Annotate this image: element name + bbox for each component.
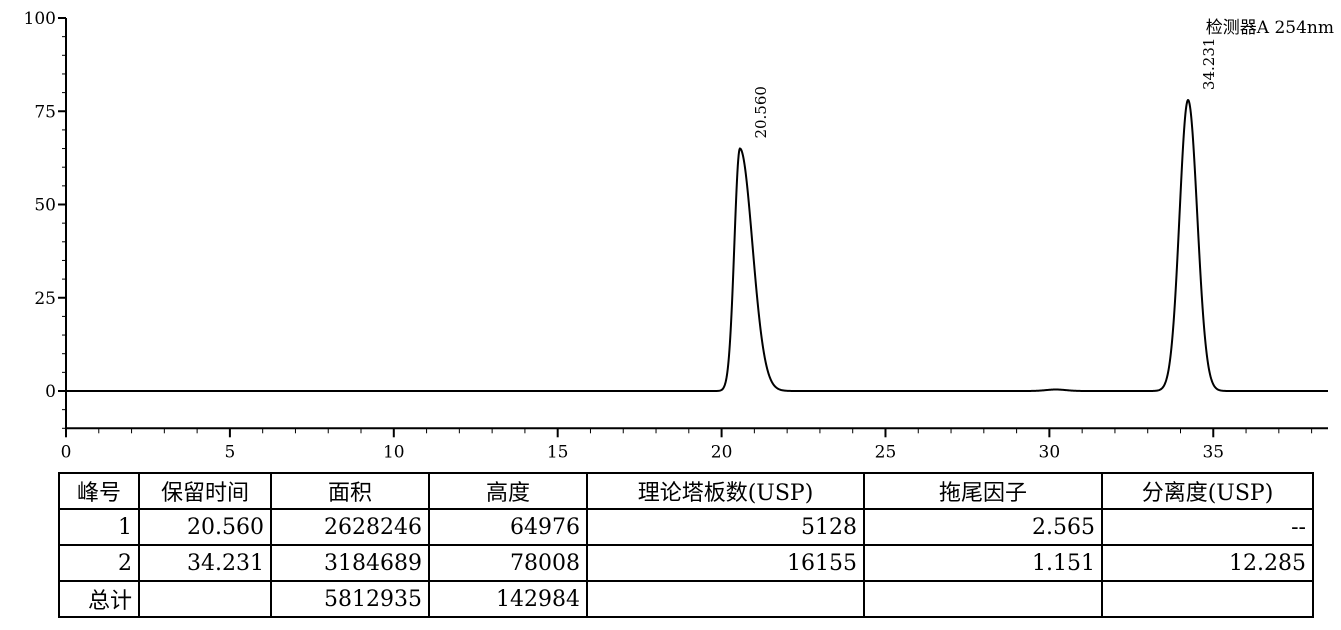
cell-total-height: 142984 [428, 580, 588, 618]
cell-tailing-factor: 2.565 [863, 508, 1103, 546]
x-tick-label: 5 [224, 442, 235, 462]
cell-height: 64976 [428, 508, 588, 546]
cell-theoretical-plates [586, 580, 865, 618]
y-tick-label: 25 [34, 289, 56, 309]
cell-resolution [1101, 580, 1314, 618]
peak-results-table: 峰号 保留时间 面积 高度 理论塔板数(USP) 拖尾因子 分离度(USP) 1… [58, 472, 1314, 618]
y-tick-label: 0 [45, 382, 56, 402]
y-tick-label: 50 [34, 196, 56, 216]
chromatogram-trace [66, 98, 1328, 392]
x-tick-label: 35 [1202, 442, 1224, 462]
table-row: 2 34.231 3184689 78008 16155 1.151 12.28… [58, 544, 1314, 582]
cell-retention-time: 20.560 [138, 508, 272, 546]
header-height: 高度 [428, 472, 588, 510]
x-tick-label: 30 [1039, 442, 1061, 462]
cell-height: 78008 [428, 544, 588, 582]
peak-labels: 20.560 34.231 [752, 38, 1218, 139]
cell-peak-number: 1 [58, 508, 140, 546]
cell-resolution: 12.285 [1101, 544, 1314, 582]
cell-resolution: -- [1101, 508, 1314, 546]
cell-total-area: 5812935 [270, 580, 430, 618]
detector-label: 检测器A 254nm [1206, 18, 1334, 38]
cell-area: 3184689 [270, 544, 430, 582]
table-total-row: 总计 5812935 142984 [58, 580, 1314, 618]
cell-theoretical-plates: 5128 [586, 508, 865, 546]
y-tick-label: 75 [34, 102, 56, 122]
cell-peak-number: 2 [58, 544, 140, 582]
x-tick-label: 10 [383, 442, 405, 462]
cell-tailing-factor [863, 580, 1103, 618]
header-area: 面积 [270, 472, 430, 510]
ticks: 0 25 50 75 100 0 5 10 15 20 25 30 35 [24, 9, 1313, 462]
x-tick-label: 20 [711, 442, 733, 462]
table-row: 1 20.560 2628246 64976 5128 2.565 -- [58, 508, 1314, 546]
header-resolution: 分离度(USP) [1101, 472, 1314, 510]
header-theoretical-plates: 理论塔板数(USP) [586, 472, 865, 510]
cell-total-label: 总计 [58, 580, 140, 618]
y-tick-label: 100 [24, 9, 56, 29]
table-header-row: 峰号 保留时间 面积 高度 理论塔板数(USP) 拖尾因子 分离度(USP) [58, 472, 1314, 510]
cell-theoretical-plates: 16155 [586, 544, 865, 582]
cell-area: 2628246 [270, 508, 430, 546]
peak-retention-label: 34.231 [1200, 38, 1218, 91]
axes [65, 18, 1328, 430]
header-retention-time: 保留时间 [138, 472, 272, 510]
cell-tailing-factor: 1.151 [863, 544, 1103, 582]
cell-retention-time: 34.231 [138, 544, 272, 582]
header-peak-number: 峰号 [58, 472, 140, 510]
x-tick-label: 25 [875, 442, 897, 462]
header-tailing-factor: 拖尾因子 [863, 472, 1103, 510]
x-tick-label: 15 [547, 442, 569, 462]
cell-retention-time [138, 580, 272, 618]
chromatogram-chart: 0 25 50 75 100 0 5 10 15 20 25 30 35 20.560 34.231 检测… [24, 9, 1334, 462]
peak-retention-label: 20.560 [752, 86, 770, 139]
x-tick-label: 0 [61, 442, 72, 462]
